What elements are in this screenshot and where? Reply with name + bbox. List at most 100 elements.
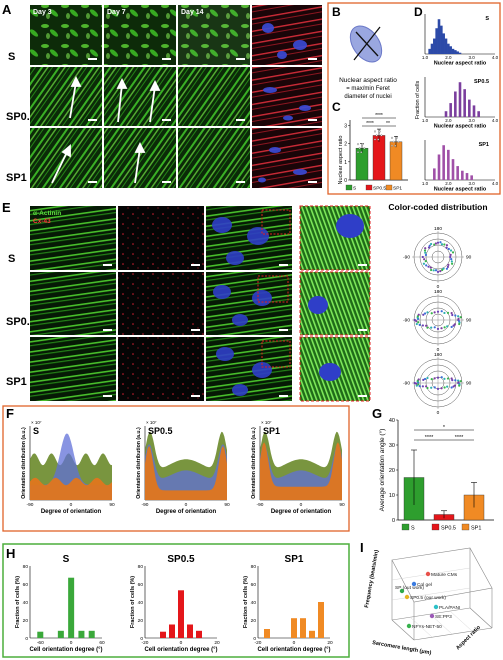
point-pla-pani: [433, 604, 439, 610]
h-bar-2-3: [309, 630, 315, 638]
e-scale-bars: [103, 264, 367, 397]
c-sig-3: **: [386, 121, 390, 127]
c-dot: [363, 147, 366, 150]
h-xtick-2: -20: [255, 640, 262, 646]
f-xtick-1: -90: [142, 502, 149, 508]
h-ytick-1: 0: [140, 636, 143, 642]
d-title-0: S: [485, 16, 489, 22]
d-xlabel-0: Nuclear aspect ratio: [434, 61, 487, 67]
panel-label-b: B: [332, 5, 341, 19]
c-ytick-label: 3: [344, 123, 347, 129]
h-bar-0-1: [57, 630, 64, 638]
c-dot: [360, 151, 363, 154]
polar-label-left: -90: [403, 255, 410, 261]
polar-point: [458, 384, 461, 387]
d-bar-1-0: [444, 111, 448, 117]
polar-point: [425, 264, 428, 267]
polar-point: [424, 251, 427, 254]
polar-point: [423, 258, 426, 261]
f-xlabel-1: Degree of orientation: [156, 509, 217, 515]
d-bar-1-3: [458, 82, 462, 117]
f-xtick-2: 0: [300, 502, 303, 508]
polar-point: [446, 311, 450, 314]
panel-label-g: G: [372, 406, 382, 421]
polar-point: [423, 249, 427, 252]
polar-point: [415, 320, 418, 323]
polar-point: [426, 326, 429, 329]
d-bar-0-8: [447, 43, 450, 54]
h-xtick-0: 0: [70, 640, 73, 646]
polar-point: [443, 326, 446, 329]
polar-point: [449, 255, 452, 259]
h-title-1: SP0.5: [167, 554, 195, 565]
polar-point: [421, 385, 424, 388]
h-title-2: SP1: [285, 554, 304, 565]
c-ytick-label: 0: [344, 178, 347, 184]
micrograph-e-s-actinin: [30, 206, 116, 270]
panel-label-a: A: [2, 2, 12, 17]
d-xtick-0: 4.0: [492, 55, 499, 60]
polar-point: [436, 376, 440, 379]
polar-point: [428, 244, 431, 247]
e-row-sp05: SP0.5: [6, 316, 36, 328]
h-ytick-2: 40: [251, 600, 257, 606]
h-xtick-0: -60: [37, 640, 44, 646]
polar-point: [433, 386, 436, 389]
c-dot: [361, 143, 364, 146]
polar-point: [417, 321, 420, 324]
panel-label-f: F: [6, 406, 14, 421]
polar-point: [423, 312, 427, 315]
c-dot: [374, 138, 376, 141]
panel-label-i: I: [360, 540, 364, 555]
c-dot: [397, 140, 400, 143]
polar-point: [450, 386, 453, 389]
polar-point: [427, 246, 431, 249]
h-bar-0-0: [37, 631, 44, 638]
micrograph-e-sp1-actinin: [30, 337, 116, 401]
legend-cx43: Cx-43: [33, 218, 51, 225]
d-xtick-0: 1.0: [422, 55, 429, 60]
polar-point: [422, 378, 425, 381]
polar-point: [427, 265, 430, 268]
polar-point: [430, 326, 433, 329]
d-bar-0-13: [458, 52, 462, 54]
f-xtick-0: -90: [27, 502, 34, 508]
polar-point: [439, 241, 442, 244]
g-ytick-label: 10: [389, 493, 395, 499]
h-bar-1-3: [187, 624, 193, 638]
polar-point: [430, 378, 433, 381]
d-xtick-1: 3.0: [469, 118, 476, 123]
c-dot: [375, 134, 378, 137]
h-bar-0-4: [88, 630, 95, 638]
polar-point: [447, 247, 450, 251]
polar-point: [450, 311, 453, 315]
d-bar-0-2: [433, 38, 436, 54]
row-label-sp05: SP0.5: [6, 111, 36, 123]
g-legend-swatch-1: [431, 523, 440, 531]
h-bar-2-1: [291, 618, 297, 638]
d-bar-1-7: [477, 111, 480, 117]
i-axes-box: [391, 547, 493, 641]
d-bar-0-10: [451, 48, 455, 54]
scale-bars: [88, 58, 317, 183]
g-sig-2: ****: [425, 435, 434, 441]
c-dot: [394, 144, 397, 147]
polar-point: [430, 312, 433, 315]
h-bar-0-3: [78, 630, 85, 638]
g-legend-label-2: SP1: [471, 526, 481, 532]
polar-point: [440, 387, 443, 390]
i-points: [399, 571, 439, 629]
polar-label-left: -90: [403, 318, 410, 324]
d-bar-2-6: [461, 170, 464, 180]
polar-label-top: 180: [434, 289, 442, 295]
d-xtick-1: 4.0: [492, 118, 499, 123]
c-dot: [395, 136, 398, 139]
micrograph-a-sp1-day3: [30, 128, 102, 188]
micrograph-e-sp05-cx43: [118, 272, 204, 335]
micrograph-a-sp1-day14: [178, 128, 250, 188]
polar-point: [433, 326, 436, 329]
polar-point: [449, 249, 453, 252]
f-xtick-1: 90: [224, 502, 230, 508]
d-bar-1-4: [463, 89, 466, 117]
polar-title: Color-coded distribution: [388, 202, 487, 212]
